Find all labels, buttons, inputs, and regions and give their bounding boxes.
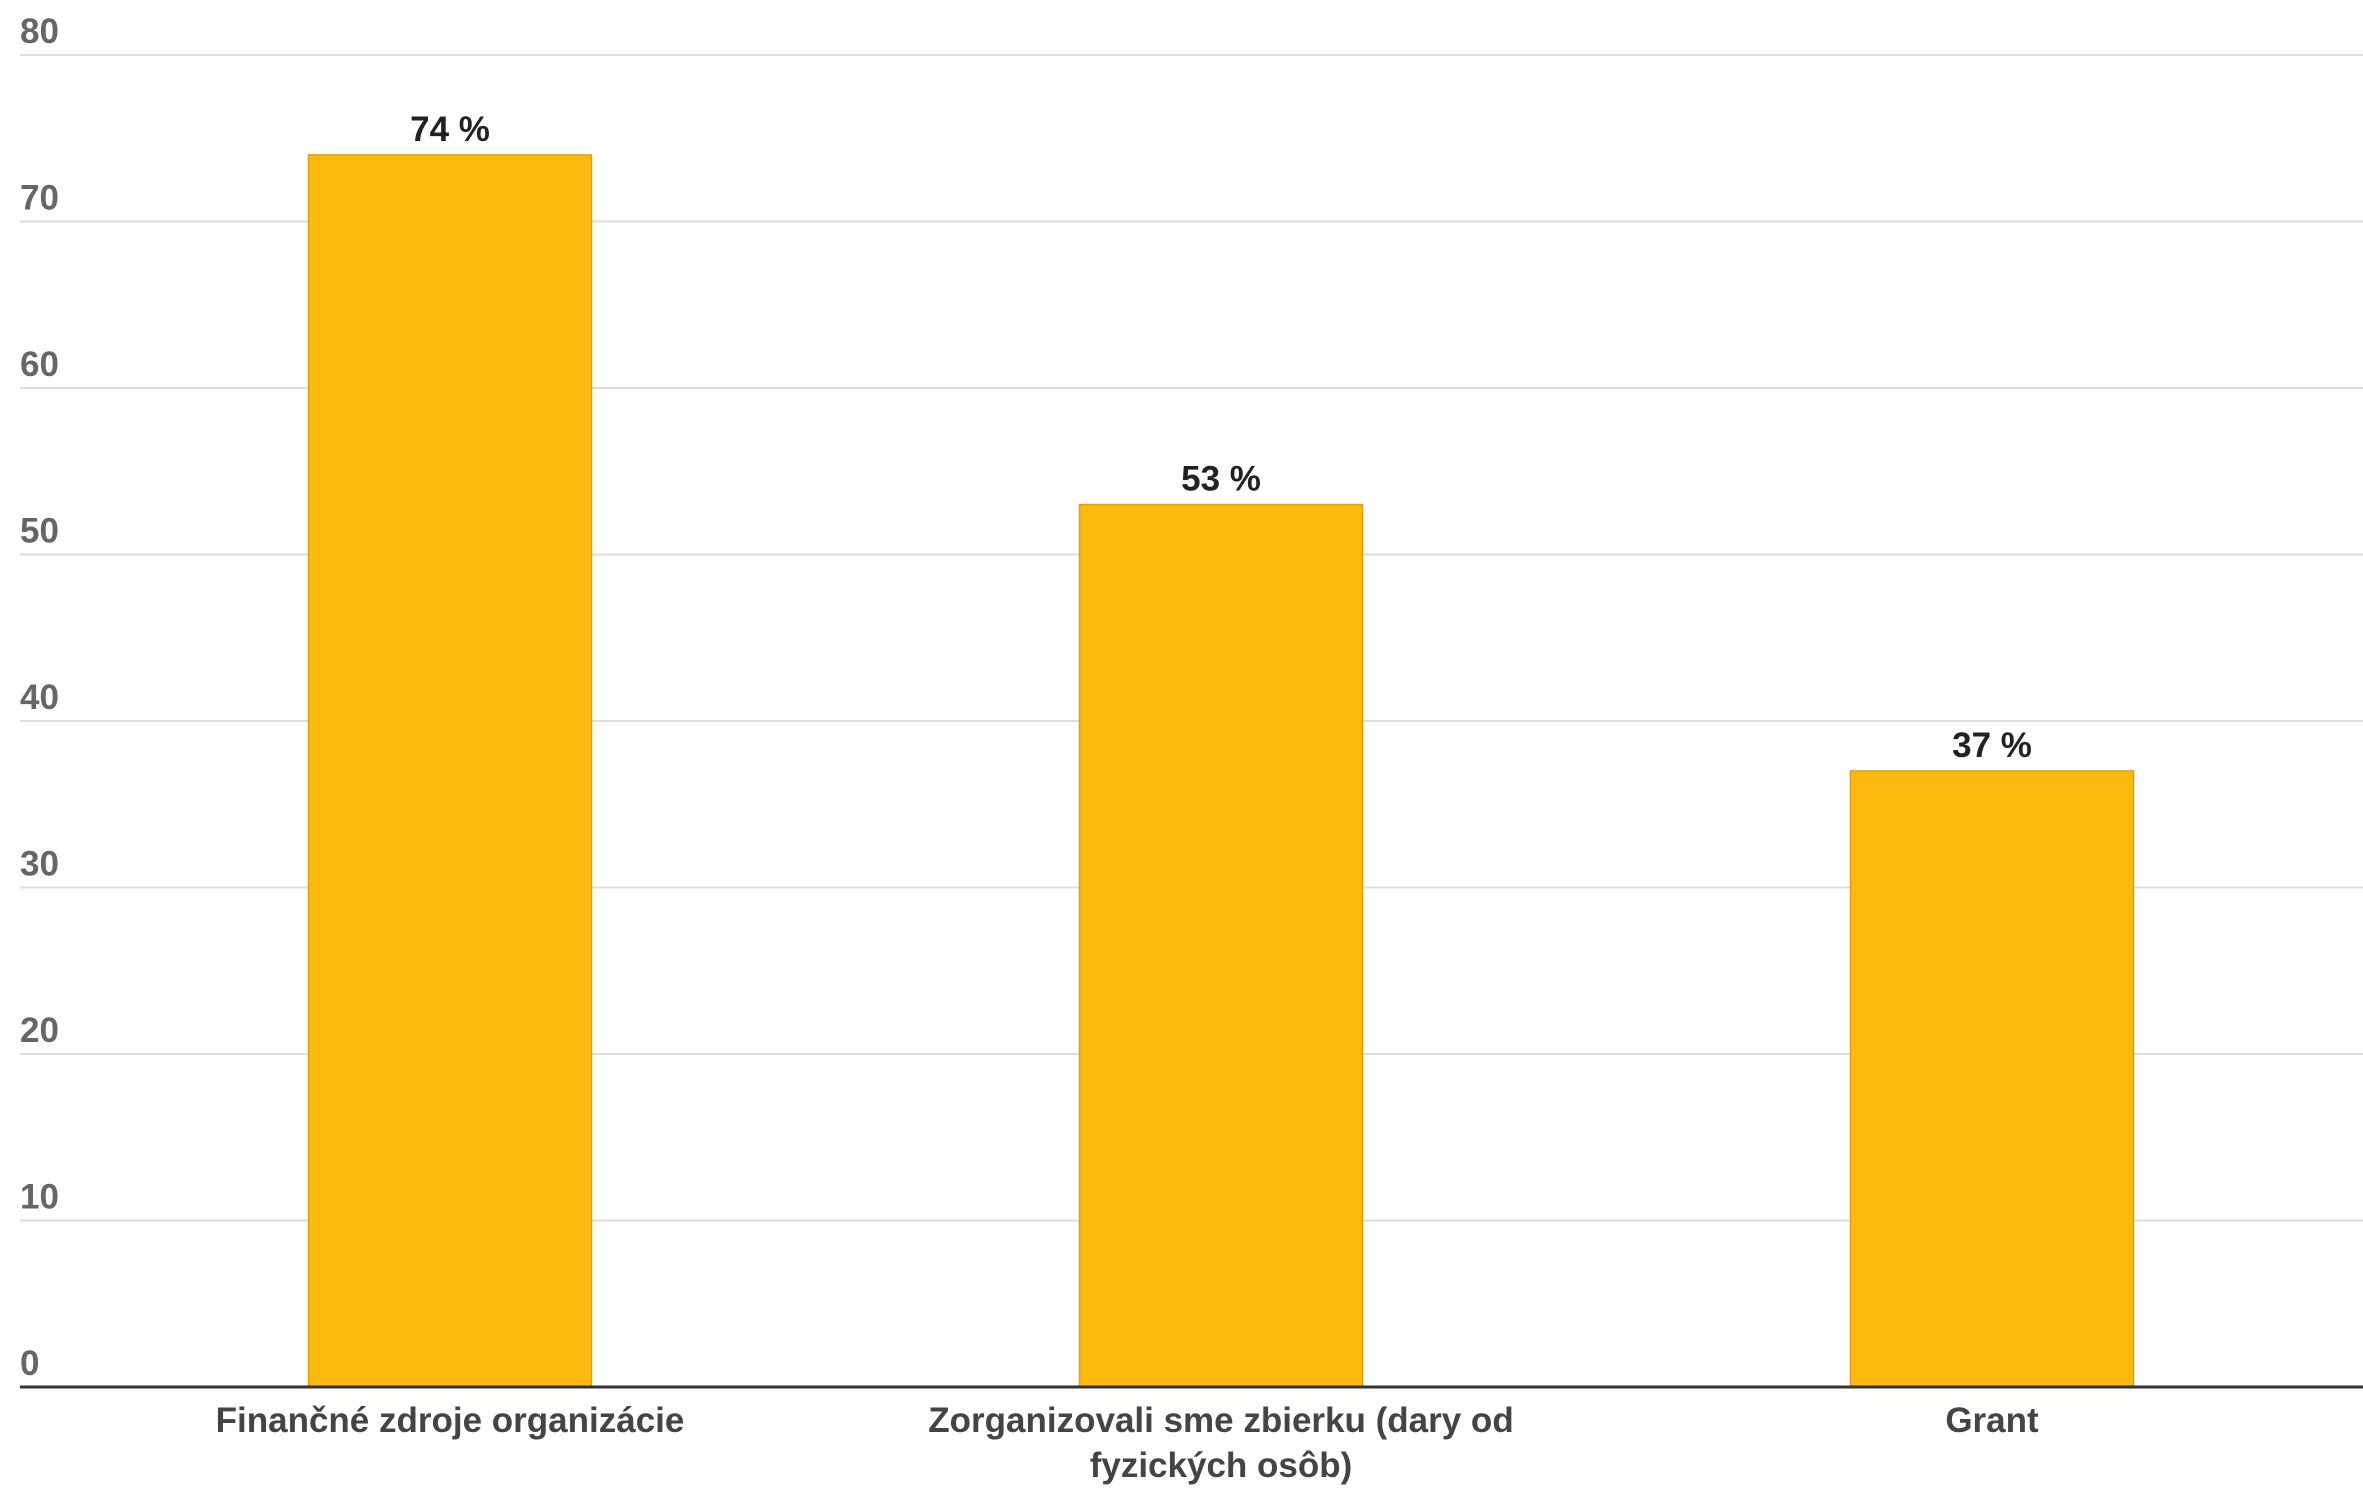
y-tick-label: 20 bbox=[20, 1011, 59, 1050]
bar bbox=[1849, 770, 2135, 1388]
y-tick-label: 30 bbox=[20, 845, 59, 884]
y-tick-label: 0 bbox=[20, 1344, 39, 1383]
x-category-label: fyzických osôb) bbox=[1090, 1446, 1353, 1485]
data-label: 37 % bbox=[1952, 726, 2032, 765]
x-category-label: Zorganizovali sme zbierku (dary od bbox=[928, 1401, 1513, 1440]
y-tick-label: 50 bbox=[20, 512, 59, 551]
y-tick-label: 40 bbox=[20, 678, 59, 717]
y-tick-label: 80 bbox=[20, 12, 59, 51]
x-category-label: Grant bbox=[1945, 1401, 2039, 1440]
y-axis-ticks: 0 10 20 30 40 50 60 70 80 bbox=[20, 12, 59, 1383]
x-axis-categories: Finančné zdroje organizácie Zorganizovali… bbox=[216, 1401, 2039, 1485]
y-tick-label: 70 bbox=[20, 179, 59, 218]
data-label: 74 % bbox=[410, 110, 490, 149]
bars bbox=[307, 154, 2135, 1388]
bar bbox=[307, 154, 593, 1388]
y-tick-label: 60 bbox=[20, 345, 59, 384]
x-category-label: Finančné zdroje organizácie bbox=[216, 1401, 685, 1440]
bar bbox=[1078, 503, 1364, 1388]
y-tick-label: 10 bbox=[20, 1178, 59, 1217]
data-labels: 74 % 53 % 37 % bbox=[410, 110, 2032, 765]
data-label: 53 % bbox=[1181, 460, 1261, 499]
